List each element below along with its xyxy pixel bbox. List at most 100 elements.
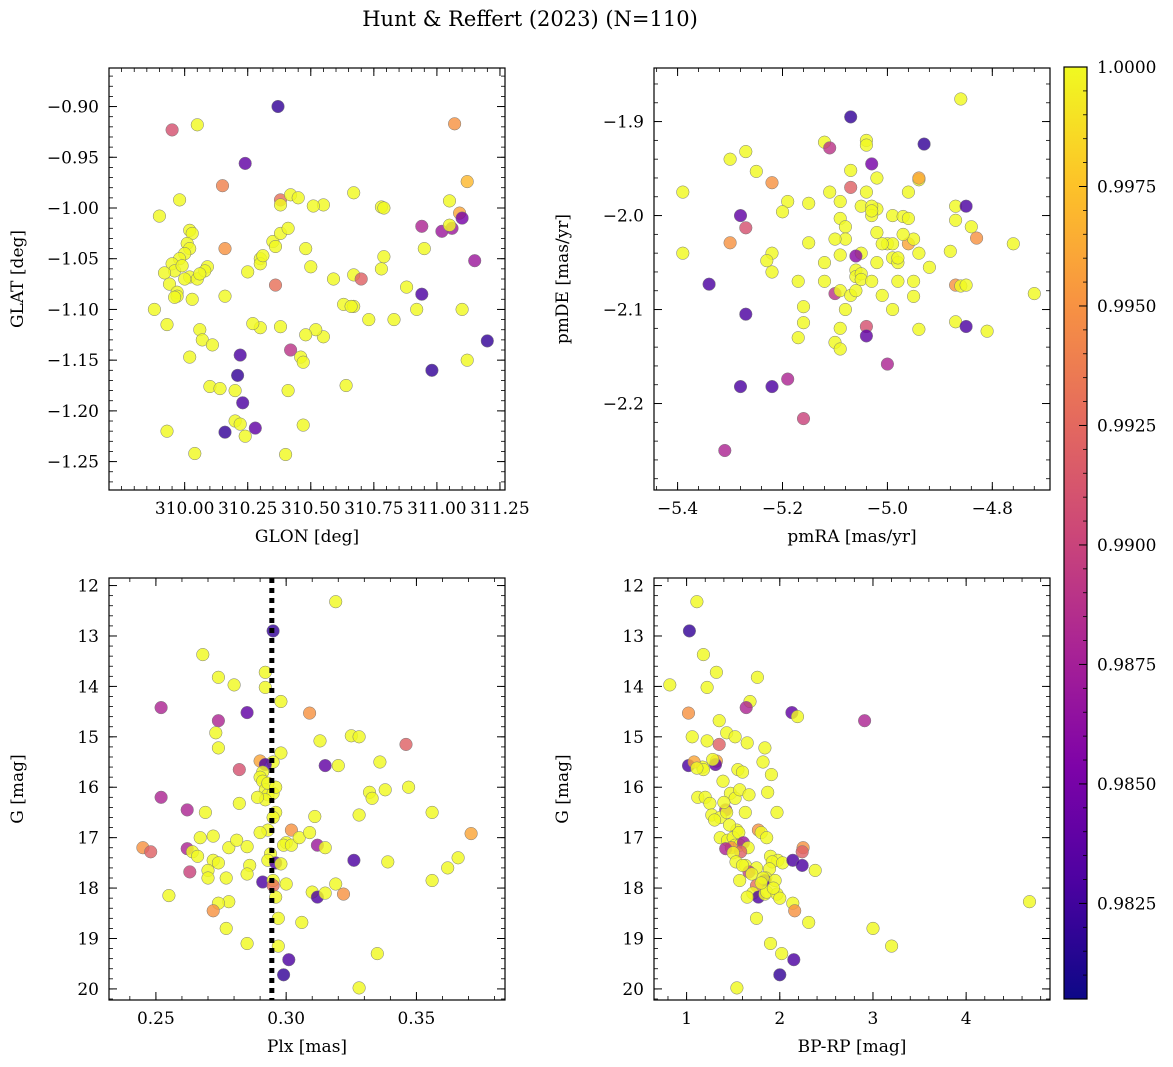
data-point — [765, 265, 779, 279]
data-point — [764, 768, 778, 782]
data-point — [791, 274, 805, 288]
data-point — [838, 220, 852, 234]
data-point — [211, 856, 225, 870]
colorbar-tick-label: 0.9850 — [1097, 775, 1156, 795]
data-point — [859, 329, 873, 343]
data-point — [295, 915, 309, 929]
data-point — [663, 678, 677, 692]
data-point — [959, 278, 973, 292]
panels-layer: 310.00 310.25 310.50 310.75 311.00 311.25−0.9… — [8, 67, 1051, 1057]
data-point — [291, 191, 305, 205]
data-point — [875, 237, 889, 251]
data-point — [849, 284, 863, 298]
data-point — [188, 446, 202, 461]
data-point — [723, 236, 737, 250]
data-point — [790, 710, 805, 724]
y-tick-label: −1.20 — [47, 402, 99, 422]
data-point — [241, 265, 255, 279]
data-point — [165, 123, 179, 137]
data-point — [308, 809, 322, 824]
data-point — [190, 118, 204, 132]
data-point — [738, 805, 752, 819]
data-point — [415, 287, 429, 301]
data-point — [739, 145, 753, 159]
data-point — [802, 915, 816, 929]
data-point — [712, 714, 726, 728]
data-point — [886, 302, 900, 317]
data-point — [775, 947, 789, 961]
data-point — [205, 338, 219, 352]
axes-frame — [653, 67, 1051, 491]
colorbar-tick-label: 0.9950 — [1097, 297, 1156, 317]
data-point — [160, 318, 174, 332]
y-axis-label: GLAT [deg] — [8, 230, 28, 328]
data-point — [802, 196, 816, 210]
data-point — [802, 236, 816, 250]
data-point — [211, 714, 225, 728]
data-point — [381, 855, 395, 869]
data-point — [912, 322, 926, 336]
data-point — [303, 706, 317, 720]
x-tick-label: 2 — [774, 1009, 785, 1029]
data-point — [218, 242, 232, 256]
markers-cmd — [663, 595, 1037, 995]
data-point — [859, 185, 873, 199]
colorbar-tick-label: 0.9900 — [1097, 536, 1156, 556]
data-point — [907, 289, 921, 303]
data-point — [740, 736, 754, 750]
data-point — [147, 302, 161, 316]
data-point — [912, 171, 926, 185]
data-point — [352, 981, 366, 995]
data-point — [206, 829, 220, 843]
data-point — [352, 808, 366, 822]
data-point — [700, 734, 714, 748]
data-point — [250, 790, 265, 804]
data-point — [795, 858, 809, 872]
x-tick-label: 1 — [681, 1009, 692, 1029]
data-point — [702, 277, 716, 291]
data-point — [833, 321, 847, 335]
data-point — [271, 99, 285, 114]
y-tick-label: 13 — [77, 627, 99, 647]
data-point — [201, 871, 215, 885]
data-point — [833, 248, 847, 262]
data-point — [833, 194, 847, 209]
data-point — [326, 272, 341, 286]
data-point — [193, 267, 207, 281]
data-point — [425, 873, 439, 888]
data-point — [758, 741, 772, 755]
data-point — [980, 324, 994, 338]
data-point — [875, 288, 889, 302]
data-point — [823, 141, 837, 155]
data-point — [949, 213, 963, 227]
data-point — [907, 274, 921, 288]
data-point — [849, 249, 863, 263]
data-point — [402, 780, 416, 794]
data-point — [733, 209, 748, 223]
data-point — [347, 853, 361, 867]
x-tick-label: 310.75 — [344, 499, 403, 519]
x-axis-label: pmRA [mas/yr] — [787, 527, 916, 547]
data-point — [455, 211, 469, 225]
x-tick-label: 310.00 — [155, 499, 214, 519]
data-point — [781, 372, 795, 386]
x-tick-label: 4 — [961, 1009, 972, 1029]
data-point — [425, 363, 439, 377]
data-point — [378, 783, 392, 797]
data-point — [870, 171, 884, 185]
data-point — [442, 218, 457, 232]
y-tick-label: 19 — [622, 929, 644, 949]
y-tick-label: 18 — [77, 879, 99, 899]
data-point — [959, 319, 973, 334]
data-point — [352, 730, 366, 744]
data-point — [964, 220, 978, 234]
data-point — [370, 947, 384, 961]
data-point — [756, 755, 770, 769]
data-point — [183, 350, 197, 364]
data-point — [329, 877, 343, 891]
data-point — [954, 92, 968, 106]
data-point — [828, 232, 842, 246]
data-point — [256, 249, 270, 263]
data-point — [198, 805, 212, 819]
data-point — [775, 205, 790, 219]
